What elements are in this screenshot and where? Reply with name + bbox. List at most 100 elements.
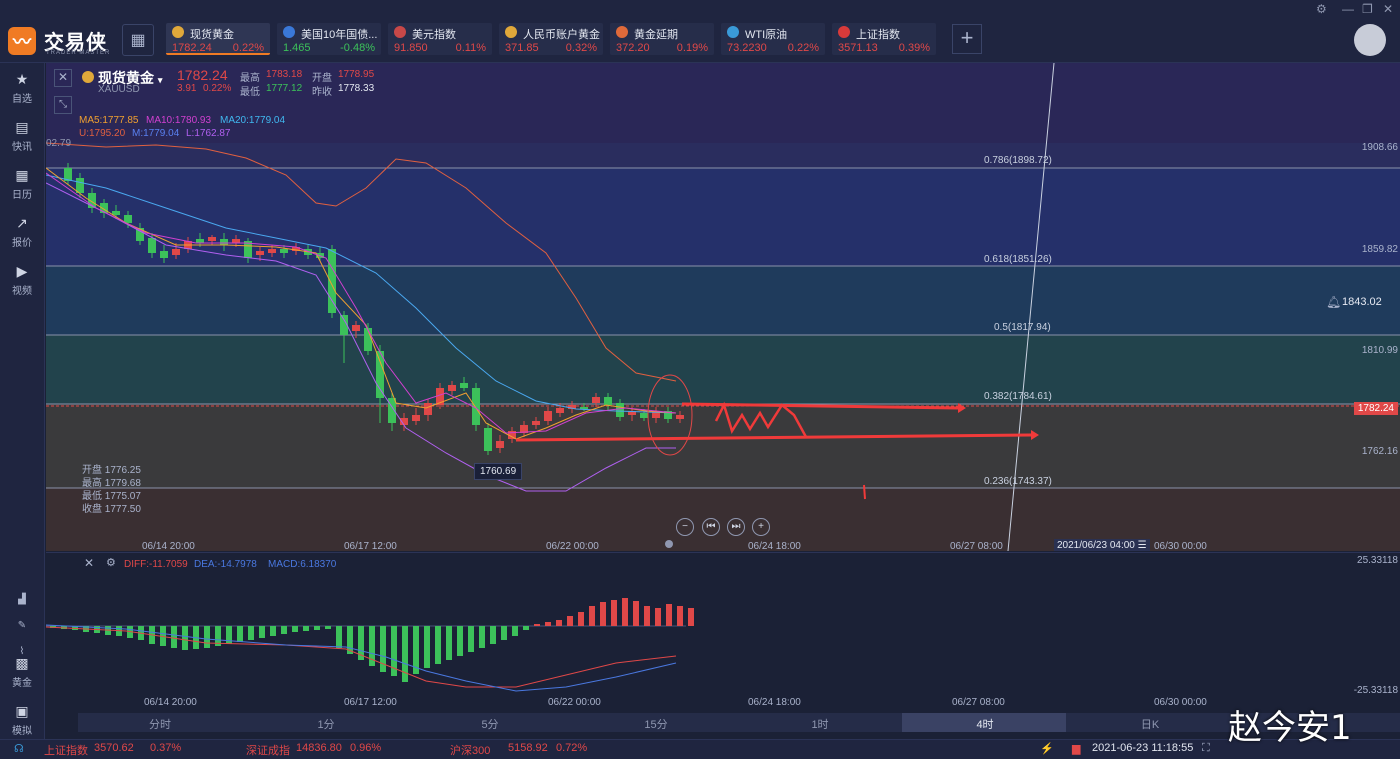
top-bar: 〰 交易侠 TRADER MASTER ▦ 现货黄金 1782.24 0.22% 美国…	[0, 0, 1400, 63]
period-tab[interactable]: 1时	[811, 719, 829, 731]
quote-tab-change: 0.32%	[565, 42, 597, 54]
candle-body	[664, 411, 672, 419]
quote-tab-price: 372.20	[616, 42, 650, 54]
alert-price-label: 1843.02	[1342, 296, 1382, 308]
sidebar-item-video[interactable]: ▶ 视频	[0, 263, 44, 297]
zoom-out-button[interactable]: −	[676, 518, 694, 536]
collapse-icon[interactable]: ⤡	[54, 96, 72, 114]
sidebar-item-bookmark[interactable]: ★ 自选	[0, 71, 44, 105]
quote-tab-price: 73.2230	[727, 42, 767, 54]
candlestick-chart[interactable]	[46, 63, 1400, 551]
status-index-change: 0.96%	[350, 742, 382, 754]
quote-tab-change: 0.22%	[232, 42, 264, 54]
status-index-name[interactable]: 深证成指	[246, 745, 290, 757]
ma10-line	[46, 172, 677, 434]
scroll-handle[interactable]	[665, 540, 673, 548]
status-index-change: 0.37%	[150, 742, 182, 754]
trend-icon[interactable]: ⌇	[19, 646, 25, 657]
sidebar-item-label: 黄金	[12, 678, 32, 689]
index-icon	[838, 26, 850, 38]
candle-body	[352, 325, 360, 331]
sidebar-item-news[interactable]: ▤ 快讯	[0, 119, 44, 153]
ma5-line	[46, 167, 677, 440]
annotation-arrow	[515, 433, 1032, 442]
candle-body	[520, 425, 528, 433]
period-bar: 分时 1分 5分 15分 1时 4时 日K	[78, 713, 1400, 732]
wifi-icon[interactable]: ⚡	[1040, 743, 1054, 755]
sidebar-item-simulate[interactable]: ▣ 模拟	[0, 703, 44, 737]
quote-tab[interactable]: WTI原油 73.2230 0.22%	[721, 23, 825, 55]
candle-body	[364, 328, 372, 351]
band-5	[46, 488, 1400, 551]
candle-body	[604, 397, 612, 405]
macd-bar-positive	[545, 622, 551, 626]
close-macd-icon[interactable]: ✕	[84, 556, 95, 570]
symbol-change-pct: 0.22%	[203, 83, 232, 94]
bollinger-upper-line	[46, 142, 677, 382]
candle-body	[208, 237, 216, 241]
gold-bar-icon	[616, 26, 628, 38]
quote-tab[interactable]: 黄金延期 372.20 0.19%	[610, 23, 714, 55]
settings-icon[interactable]: ⚙	[1316, 2, 1327, 16]
period-tab[interactable]: 日K	[1140, 719, 1160, 731]
quote-tab-price: 3571.13	[838, 42, 878, 54]
sidebar-item-calendar[interactable]: ▦ 日历	[0, 167, 44, 201]
quote-tab[interactable]: 美国10年国债... 1.465 -0.48%	[277, 23, 381, 55]
status-index-name[interactable]: 上证指数	[44, 745, 88, 757]
pen-icon[interactable]: ✎	[17, 620, 27, 631]
go-end-button[interactable]: ⏭	[727, 518, 745, 536]
period-tab[interactable]: 15分	[644, 719, 668, 731]
period-tab[interactable]: 分时	[149, 719, 171, 731]
quote-tab[interactable]: 上证指数 3571.13 0.39%	[832, 23, 936, 55]
user-avatar[interactable]	[1354, 24, 1386, 56]
annotation-mark	[863, 484, 866, 500]
candle-body	[508, 431, 516, 439]
bell-icon[interactable]: 🔔︎	[1326, 295, 1342, 309]
candle-body	[592, 397, 600, 403]
settings-icon[interactable]: ⚙	[106, 557, 116, 569]
macd-bar-positive	[655, 608, 661, 626]
fullscreen-icon[interactable]: ⛶	[1202, 742, 1210, 754]
sidebar-item-quote[interactable]: ↗ 报价	[0, 215, 44, 249]
go-start-button[interactable]: ⏮	[702, 518, 720, 536]
sidebar-item-gold[interactable]: ▩ 黄金	[0, 655, 44, 689]
china-flag-icon: ▆	[1072, 743, 1081, 755]
macd-chart[interactable]	[46, 553, 1400, 713]
layout-grid-button[interactable]: ▦	[122, 24, 154, 56]
zoom-in-button[interactable]: +	[752, 518, 770, 536]
period-tab[interactable]: 5分	[481, 719, 499, 731]
macd-panel[interactable]: ✕ ⚙ DIFF:-11.7059 DEA:-14.7978 MACD:6.18…	[46, 552, 1400, 713]
symbol-name[interactable]: 现货黄金 ▾	[98, 68, 162, 88]
x-axis-label: 06/30 00:00	[1154, 541, 1207, 551]
candle-body	[400, 418, 408, 425]
chart-tools-icon[interactable]: ▟	[18, 594, 26, 605]
headset-icon[interactable]: ☊	[14, 743, 24, 755]
minimize-icon[interactable]: —	[1342, 2, 1354, 16]
macd-bar-negative	[391, 626, 397, 676]
quote-tab-name: WTI原油	[745, 29, 788, 41]
candle-body	[136, 228, 144, 241]
restore-icon[interactable]: ❐	[1362, 2, 1373, 16]
open-label: 开盘	[312, 73, 332, 84]
app-subtitle: TRADER MASTER	[46, 50, 111, 56]
period-tab[interactable]: 1分	[317, 719, 335, 731]
macd-bar-negative	[457, 626, 463, 656]
main-chart-panel[interactable]: ✕ ⤡ 现货黄金 ▾ XAUUSD 1782.24 3.91 0.22% 最高 …	[46, 63, 1400, 551]
current-price-tag: 1782.24	[1353, 402, 1398, 415]
high-label: 最高	[240, 73, 260, 84]
period-tab-active[interactable]: 4时	[976, 719, 994, 731]
candle-body	[676, 415, 684, 419]
simulate-icon: ▣	[15, 703, 29, 719]
macd-bar-negative	[336, 626, 342, 648]
quote-tab[interactable]: 现货黄金 1782.24 0.22%	[166, 23, 270, 55]
gold-coin-icon	[172, 26, 184, 38]
close-icon[interactable]: ✕	[1383, 2, 1394, 16]
status-index-name[interactable]: 沪深300	[450, 745, 491, 757]
add-tab-button[interactable]: +	[952, 24, 982, 54]
quote-tab[interactable]: 美元指数 91.850 0.11%	[388, 23, 492, 55]
macd-bar-negative	[292, 626, 298, 632]
close-chart-button[interactable]: ✕	[54, 69, 72, 87]
quote-tab[interactable]: 人民币账户黄金 371.85 0.32%	[499, 23, 603, 55]
quote-tab-change: 0.19%	[676, 42, 708, 54]
candle-body	[436, 388, 444, 405]
